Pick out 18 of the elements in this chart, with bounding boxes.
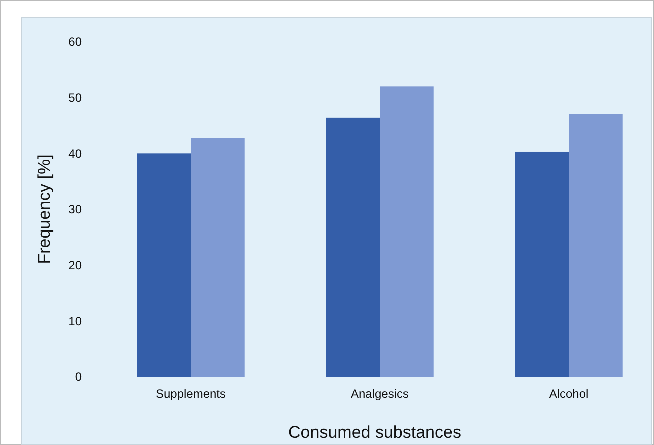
x-tick-label: Analgesics (350, 387, 410, 401)
x-tick-label: Supplements (156, 387, 226, 401)
y-tick-label: 40 (68, 146, 82, 161)
y-tick-label: 30 (68, 202, 82, 217)
bar (569, 114, 623, 377)
bar (137, 154, 191, 377)
bar (326, 118, 380, 377)
x-axis-title: Consumed substances (288, 423, 462, 442)
y-tick-label: 10 (68, 314, 82, 328)
bar (515, 152, 569, 377)
y-axis-title: Frequency [%] (35, 154, 54, 264)
y-tick-label: 60 (68, 35, 82, 50)
x-tick-label: Alcohol (549, 387, 589, 401)
y-tick-label: 50 (68, 91, 82, 106)
bar (380, 86, 434, 377)
y-tick-label: 0 (75, 370, 82, 384)
bar (191, 138, 245, 377)
y-tick-label: 20 (68, 258, 82, 273)
